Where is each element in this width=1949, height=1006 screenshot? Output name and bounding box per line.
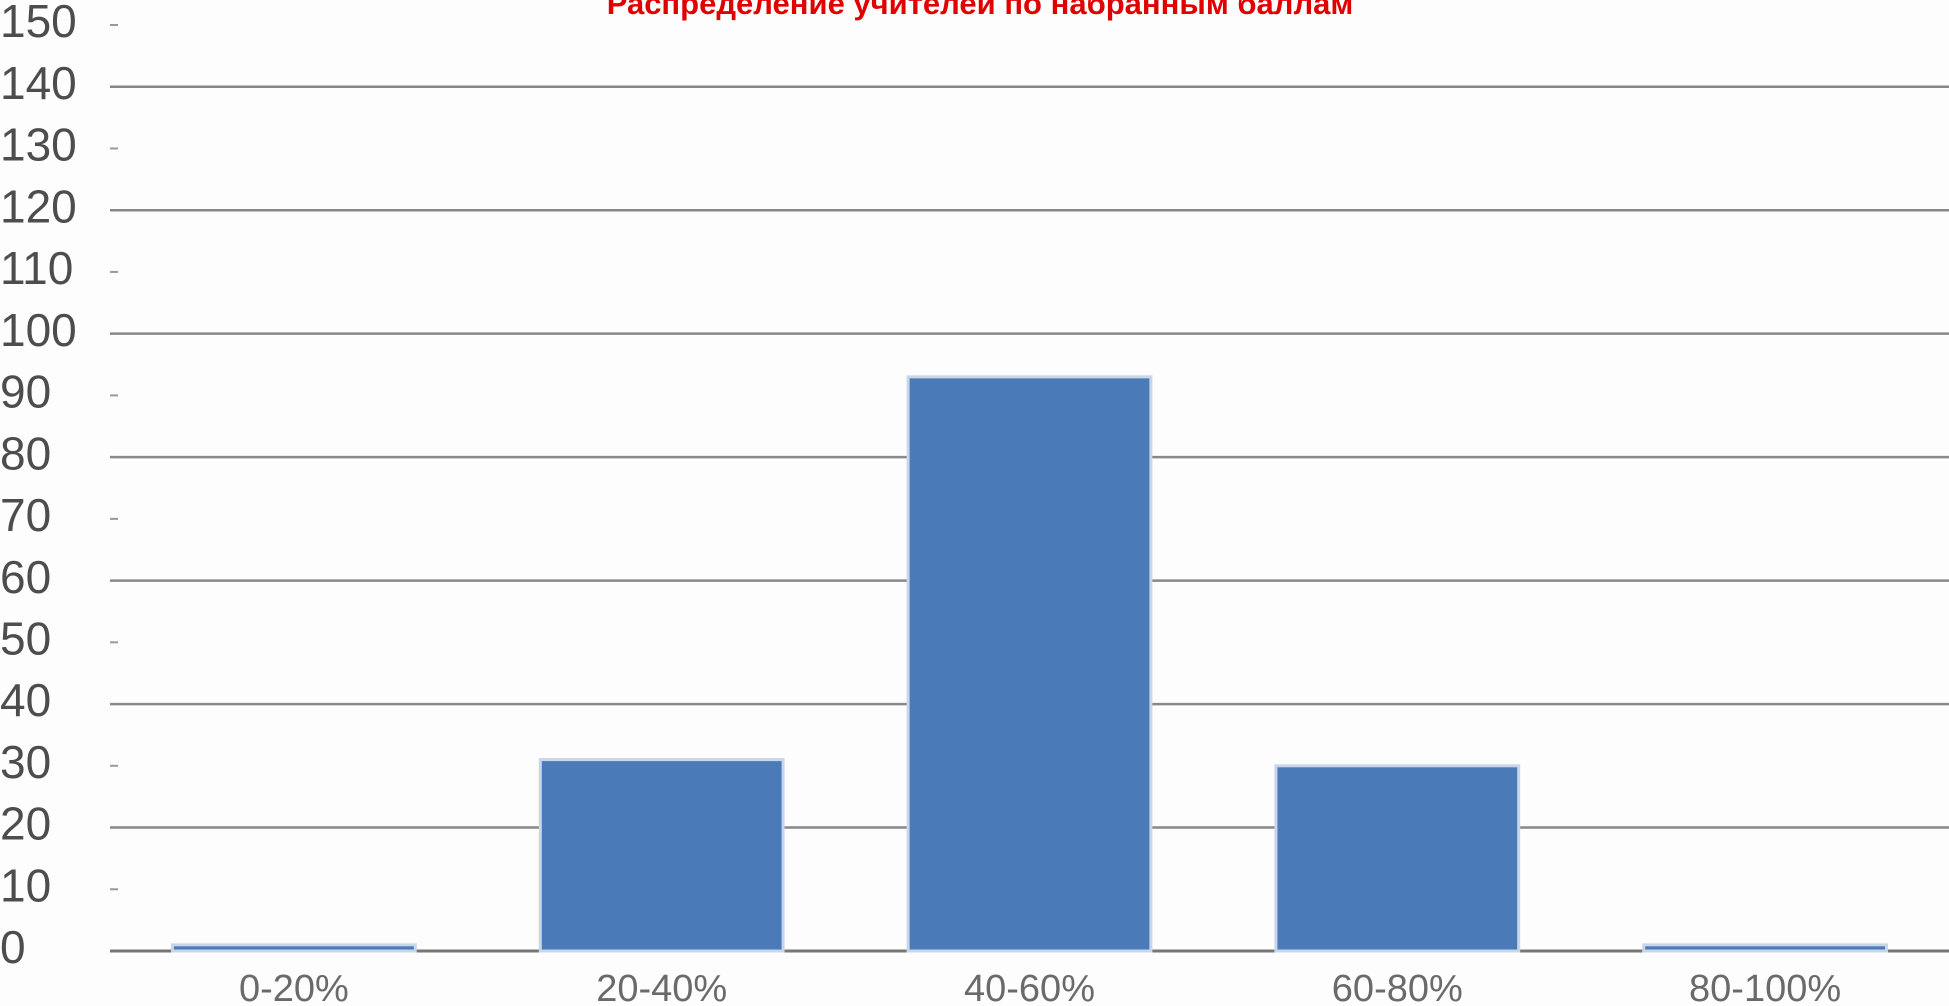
y-tick-label: 60: [0, 551, 51, 603]
bar: [908, 377, 1151, 951]
y-tick-label: 140: [0, 57, 77, 109]
y-tick-label: 130: [0, 119, 77, 171]
y-tick-label: 110: [0, 242, 73, 294]
y-tick-label: 10: [0, 859, 51, 911]
y-tick-label: 50: [0, 612, 51, 664]
chart: Распределение учителей по набранным балл…: [0, 0, 1949, 1006]
x-tick-label: 60-80%: [1332, 968, 1463, 1006]
y-tick-label: 120: [0, 180, 77, 232]
x-tick-label: 20-40%: [596, 968, 727, 1006]
y-tick-label: 30: [0, 736, 51, 788]
y-tick-label: 0: [0, 921, 26, 973]
y-tick-label: 80: [0, 427, 51, 479]
y-tick-label: 100: [0, 304, 77, 356]
y-tick-label: 20: [0, 798, 51, 850]
bar: [1644, 945, 1887, 951]
x-tick-label: 0-20%: [239, 968, 349, 1006]
x-tick-label: 80-100%: [1689, 968, 1841, 1006]
y-tick-label: 150: [0, 0, 77, 47]
bar: [540, 760, 783, 951]
chart-title: Распределение учителей по набранным балл…: [607, 0, 1354, 21]
page: Распределение учителей по набранным балл…: [0, 0, 1949, 1006]
y-tick-label: 40: [0, 674, 51, 726]
x-tick-label: 40-60%: [964, 968, 1095, 1006]
y-tick-label: 70: [0, 489, 51, 541]
bar: [173, 945, 416, 951]
y-tick-label: 90: [0, 366, 51, 418]
bar: [1276, 766, 1519, 951]
